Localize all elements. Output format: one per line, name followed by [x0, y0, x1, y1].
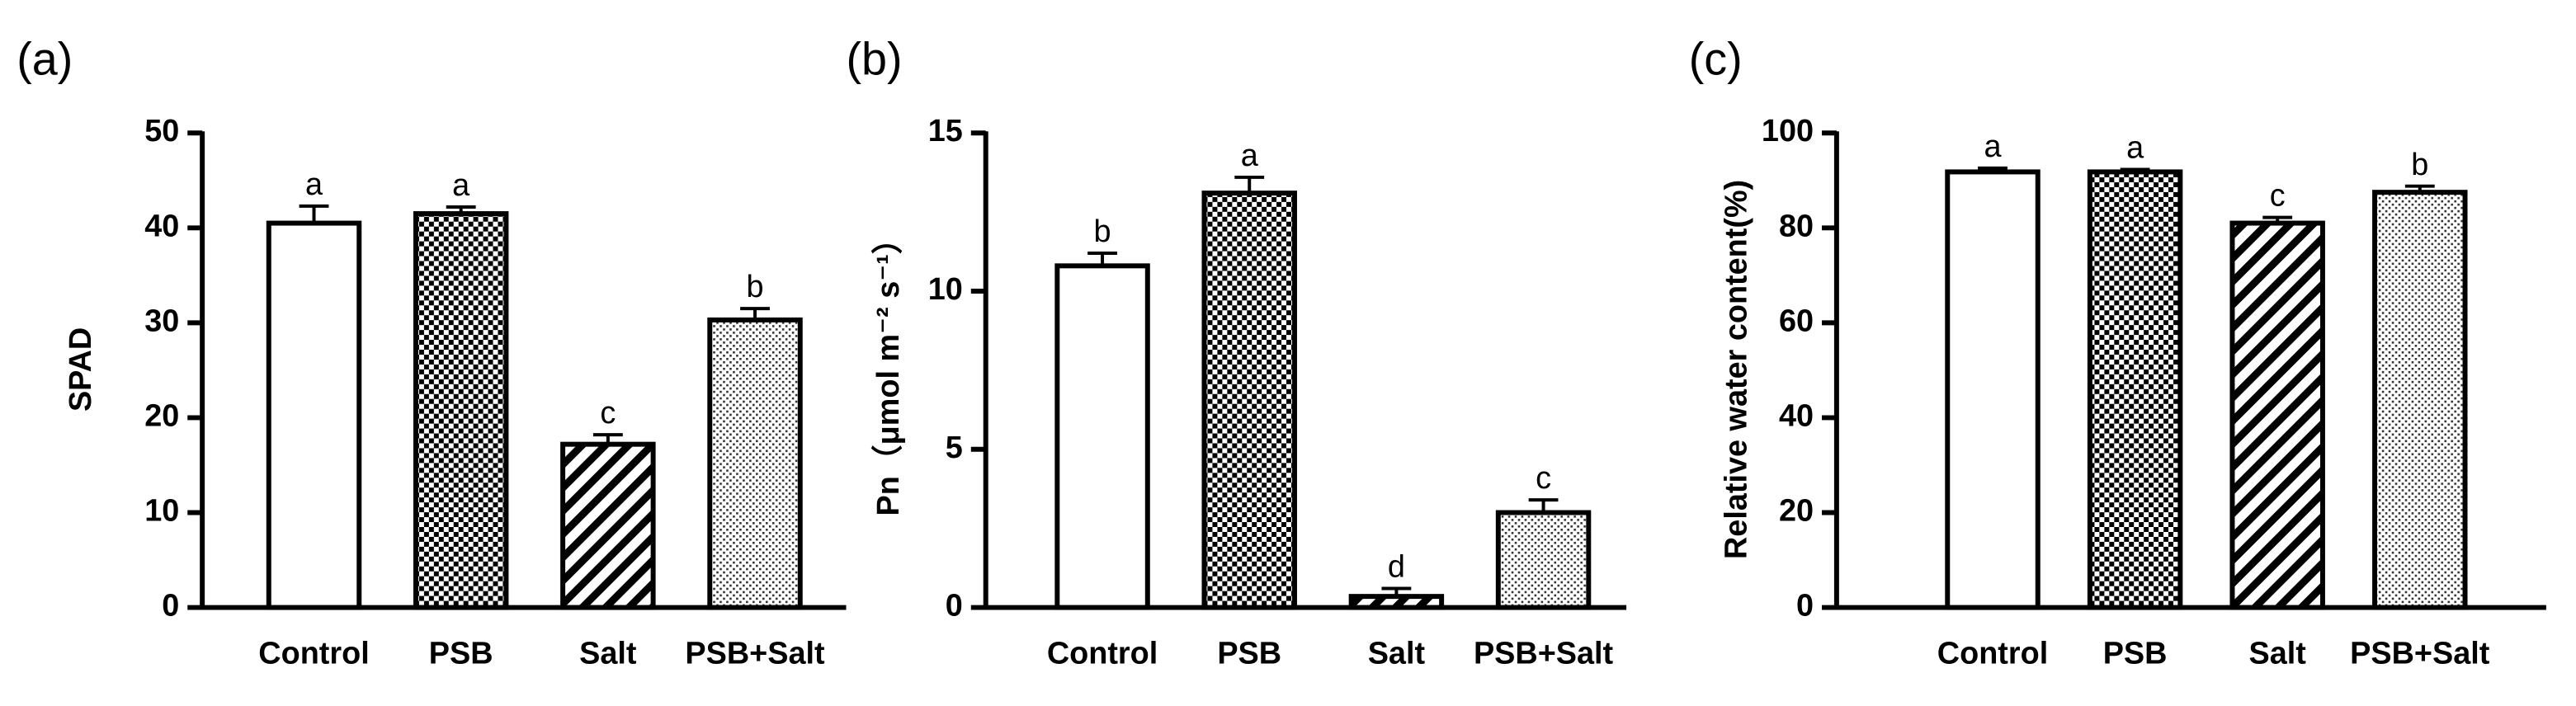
x-tick-label: PSB+Salt	[1474, 636, 1614, 671]
bar	[560, 441, 656, 610]
y-tick-label: 100	[1762, 114, 1814, 148]
significance-letter: a	[452, 168, 470, 203]
y-tick-label: 30	[144, 304, 179, 338]
x-tick-label: Salt	[2249, 636, 2307, 671]
bar	[2372, 190, 2468, 610]
x-tick-label: PSB+Salt	[2350, 636, 2490, 671]
significance-letter: a	[305, 167, 323, 202]
x-tick-label: PSB+Salt	[685, 636, 825, 671]
y-axis-label: Pn（μmol m⁻² s⁻¹）	[871, 223, 906, 515]
significance-letter: a	[1241, 139, 1259, 173]
y-axis-label: SPAD	[64, 327, 98, 412]
y-tick-label: 50	[144, 114, 179, 148]
x-tick-label: Control	[1047, 636, 1158, 671]
significance-letter: c	[600, 396, 616, 431]
bar	[1054, 263, 1150, 610]
y-tick-label: 20	[144, 398, 179, 433]
y-tick-label: 10	[144, 493, 179, 528]
significance-letter: b	[2411, 148, 2428, 182]
significance-letter: a	[1984, 129, 2002, 164]
significance-letter: c	[1536, 461, 1551, 496]
y-tick-label: 0	[1796, 589, 1814, 624]
x-tick-label: Control	[1937, 636, 2048, 671]
x-tick-label: Salt	[579, 636, 637, 671]
y-tick-label: 10	[928, 272, 963, 307]
significance-letter: b	[747, 270, 764, 304]
x-tick-label: PSB	[1217, 636, 1281, 671]
y-tick-label: 5	[946, 431, 963, 465]
x-tick-label: Salt	[1368, 636, 1426, 671]
panel-label: (b)	[847, 33, 903, 84]
y-tick-label: 40	[1779, 398, 1814, 433]
y-tick-label: 15	[928, 114, 963, 148]
x-tick-label: Control	[258, 636, 369, 671]
bar	[707, 317, 803, 610]
panel-label: (c)	[1689, 33, 1743, 84]
bar	[1201, 191, 1297, 610]
y-tick-label: 80	[1779, 209, 1814, 243]
y-tick-label: 0	[946, 589, 963, 624]
panel-label: (a)	[17, 33, 73, 84]
bar	[2229, 220, 2325, 610]
y-tick-label: 0	[162, 589, 179, 624]
bar	[266, 220, 362, 610]
y-tick-label: 60	[1779, 304, 1814, 338]
bar	[413, 211, 509, 610]
bar	[1945, 169, 2041, 610]
significance-letter: a	[2126, 131, 2144, 166]
y-tick-label: 40	[144, 209, 179, 243]
significance-letter: d	[1388, 550, 1405, 585]
significance-letter: b	[1094, 214, 1111, 249]
bar	[2087, 169, 2183, 610]
x-tick-label: PSB	[429, 636, 493, 671]
significance-letter: c	[2270, 179, 2286, 214]
bar	[1495, 510, 1592, 610]
bar	[1348, 594, 1445, 610]
x-tick-label: PSB	[2103, 636, 2168, 671]
y-tick-label: 20	[1779, 493, 1814, 528]
y-axis-label: Relative water content(%)	[1719, 180, 1753, 559]
